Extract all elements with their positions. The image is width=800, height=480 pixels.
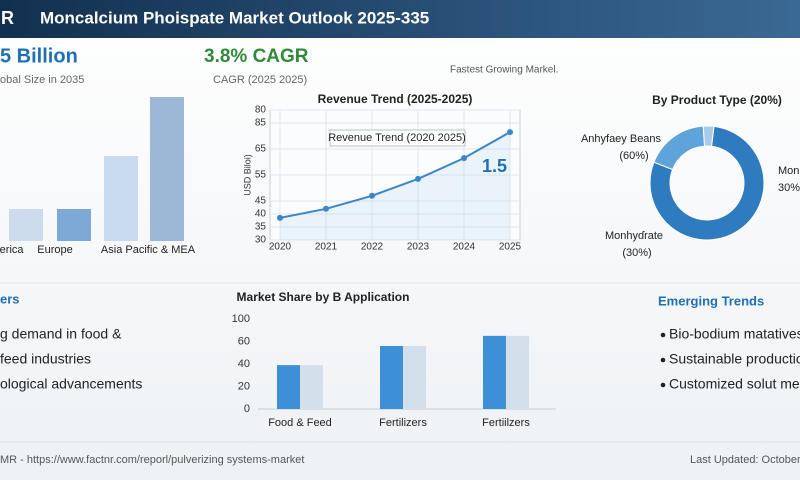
x-tick-label: 2022 bbox=[361, 242, 384, 253]
x-tick-label: 2023 bbox=[407, 242, 430, 253]
y-tick-label: 20 bbox=[238, 380, 250, 392]
driver-item: feed industries bbox=[0, 351, 91, 367]
annotation: Anhyfaey Beans bbox=[581, 133, 662, 145]
x-tick-label: 2021 bbox=[315, 242, 338, 253]
x-tick-label: Fertiilzers bbox=[482, 417, 530, 429]
y-tick-label: 45 bbox=[255, 196, 267, 207]
line bbox=[279, 131, 511, 219]
donut-segment bbox=[702, 125, 715, 147]
logo: MR bbox=[0, 8, 14, 28]
point bbox=[323, 205, 329, 212]
bar bbox=[150, 97, 184, 241]
x-tick-label: Europe bbox=[37, 244, 72, 256]
chart-title: Revenue Trend (2025-2025) bbox=[318, 92, 473, 106]
annotation: 1.5 bbox=[482, 156, 507, 176]
driver-item: ological advancements bbox=[0, 376, 142, 392]
y-tick-label: 65 bbox=[255, 144, 267, 155]
annotation: Revenue Trend (2020 2025) bbox=[328, 132, 466, 144]
trend-item: Customized solut mea bbox=[669, 376, 800, 392]
point bbox=[461, 155, 467, 162]
page-title: Moncalcium Phoispate Market Outlook 2025… bbox=[40, 8, 429, 27]
bar bbox=[483, 335, 506, 409]
point bbox=[415, 175, 421, 182]
kpi-value: 3.8% CAGR bbox=[204, 46, 309, 67]
annotation: (60%) bbox=[619, 150, 648, 162]
x-tick-label: 2020 bbox=[269, 242, 292, 253]
point bbox=[277, 214, 283, 221]
annotation: (30%) bbox=[622, 247, 651, 259]
y-tick-label: 60 bbox=[238, 335, 250, 347]
kpi-label: CAGR (2025 2025) bbox=[213, 74, 307, 86]
y-tick-label: 55 bbox=[255, 170, 267, 181]
y-tick-label: 80 bbox=[255, 105, 267, 116]
chart-title: By Product Type (20%) bbox=[652, 93, 782, 107]
point bbox=[369, 192, 375, 199]
bar bbox=[104, 156, 138, 241]
y-tick-label: 40 bbox=[238, 358, 250, 370]
y-tick-label: 30 bbox=[255, 235, 267, 246]
trend-item: Bio-bodium matatives bbox=[669, 326, 800, 342]
bullet bbox=[660, 332, 666, 338]
chart-title: Market Share by B Application bbox=[237, 290, 410, 304]
x-tick-label: 2024 bbox=[453, 242, 476, 253]
x-tick-label: merica bbox=[0, 244, 24, 256]
header-bar bbox=[0, 0, 800, 38]
x-tick-label: Fertilizers bbox=[379, 417, 427, 429]
kpi-value: 5 Billion bbox=[0, 45, 78, 67]
bar bbox=[506, 335, 529, 409]
bar bbox=[300, 365, 323, 409]
bullet bbox=[660, 382, 666, 388]
bar bbox=[9, 209, 43, 241]
trend-item: Sustainable production bbox=[669, 351, 800, 367]
bar bbox=[403, 346, 426, 409]
annotation: Monh bbox=[778, 165, 800, 177]
y-tick-label: 100 bbox=[232, 313, 250, 325]
donut-segment bbox=[649, 125, 765, 241]
x-tick-label: 2025 bbox=[499, 242, 522, 253]
bullet bbox=[660, 357, 666, 363]
y-tick-label: 85 bbox=[255, 118, 267, 129]
source: MR - https://www.factnr.com/reporl/pulve… bbox=[0, 454, 304, 466]
area bbox=[280, 132, 510, 240]
y-axis-label: USD Biloi) bbox=[242, 154, 252, 196]
driver-item: g demand in food & bbox=[0, 326, 122, 342]
y-tick-label: 35 bbox=[255, 222, 267, 233]
annotation: 30% bbox=[778, 182, 800, 194]
bar bbox=[380, 346, 403, 409]
section-title: Emerging Trends bbox=[658, 293, 764, 308]
section-title: ers bbox=[0, 291, 20, 306]
x-tick-label: Asia Pacific & MEA bbox=[101, 244, 196, 256]
x-tick-label: Food & Feed bbox=[268, 417, 332, 429]
y-tick-label: 0 bbox=[244, 403, 250, 415]
y-tick-label: 40 bbox=[255, 209, 267, 220]
bar bbox=[57, 209, 91, 241]
annotation: Monhyɗrate bbox=[605, 230, 663, 242]
point bbox=[507, 129, 513, 136]
annotation-box bbox=[329, 129, 466, 147]
bar bbox=[277, 365, 300, 409]
note: Fastest Growing Markel. bbox=[450, 65, 558, 76]
last-updated: Last Updated: October 2 bbox=[690, 454, 800, 466]
kpi-label: obal Size in 2035 bbox=[0, 74, 84, 86]
